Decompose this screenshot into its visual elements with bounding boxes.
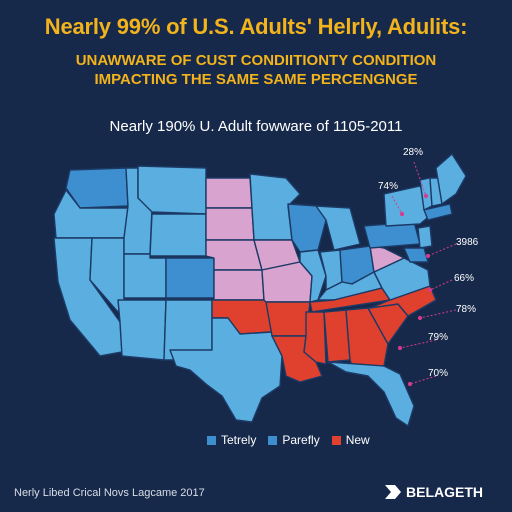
label-leader-dot-6 xyxy=(397,345,403,351)
legend-label-1: Tetrely xyxy=(221,433,257,447)
label-leader-dot-2 xyxy=(399,211,405,217)
state-tx xyxy=(169,317,283,423)
legend-label-3: New xyxy=(345,433,370,447)
state-me xyxy=(435,153,467,205)
legend-item-2: Parefly xyxy=(268,433,320,447)
label-leader-line-4 xyxy=(429,279,453,291)
state-ks xyxy=(213,269,265,301)
legend-item-1: Tetrely xyxy=(207,433,256,447)
percent-label-4: 66% xyxy=(454,273,475,284)
state-md xyxy=(403,247,429,263)
label-leader-dot-4 xyxy=(427,287,433,293)
label-leader-line-2 xyxy=(391,195,403,215)
map-title: Nearly 99% of U.S. Adults' Helrly, Aduli… xyxy=(44,14,468,39)
legend-swatch-3 xyxy=(331,435,341,445)
brand-logo: BELAGETH xyxy=(385,484,483,500)
label-leader-line-5 xyxy=(419,309,457,319)
state-ny xyxy=(383,185,433,227)
label-leader-line-7 xyxy=(409,375,437,385)
state-nd xyxy=(205,177,253,209)
percent-label-3: 3986 xyxy=(456,237,479,248)
legend-swatch-1 xyxy=(207,435,216,445)
state-mi xyxy=(315,205,361,251)
percent-label-5: 78% xyxy=(456,304,477,315)
legend-label-2: Parefly xyxy=(282,433,320,447)
legend-swatch-2 xyxy=(268,435,278,445)
source-note: Nerly Libed Crical Novs Lagcame 2017 xyxy=(14,487,205,499)
state-ut xyxy=(123,253,167,299)
legend-item-3: New xyxy=(331,433,370,447)
percent-label-2: 74% xyxy=(378,181,399,192)
state-ma xyxy=(423,203,453,221)
state-mt xyxy=(137,165,207,215)
state-ne xyxy=(205,239,263,271)
label-leader-dot-3 xyxy=(425,253,431,259)
state-co xyxy=(165,257,215,299)
map-tagline: Nearly 190% U. Adult fowware of 1105-201… xyxy=(109,118,403,135)
brand-name: BELAGETH xyxy=(406,484,483,500)
brand-logo-icon xyxy=(385,485,401,499)
label-leader-dot-5 xyxy=(417,315,423,321)
subtitle-line-1: UNAWWARE OF CUST CONDIITIONTY CONDITION xyxy=(75,52,437,69)
label-leader-dot-1 xyxy=(423,193,429,199)
state-wy xyxy=(149,213,207,257)
state-nj xyxy=(417,225,433,249)
state-sd xyxy=(205,207,255,241)
state-az xyxy=(117,299,167,361)
state-ar xyxy=(265,301,311,337)
percent-label-7: 70% xyxy=(428,368,449,379)
state-wa xyxy=(65,167,129,209)
map-legend: Tetrely Parefly New xyxy=(207,433,370,447)
subtitle-line-2: IMPACTING THE SAME SAME PERCENGNGE xyxy=(94,71,418,88)
label-leader-dot-7 xyxy=(407,381,413,387)
label-leader-line-3 xyxy=(427,243,457,257)
percent-label-6: 79% xyxy=(428,332,449,343)
percent-label-1: 28% xyxy=(403,147,424,158)
state-fl xyxy=(327,361,415,427)
